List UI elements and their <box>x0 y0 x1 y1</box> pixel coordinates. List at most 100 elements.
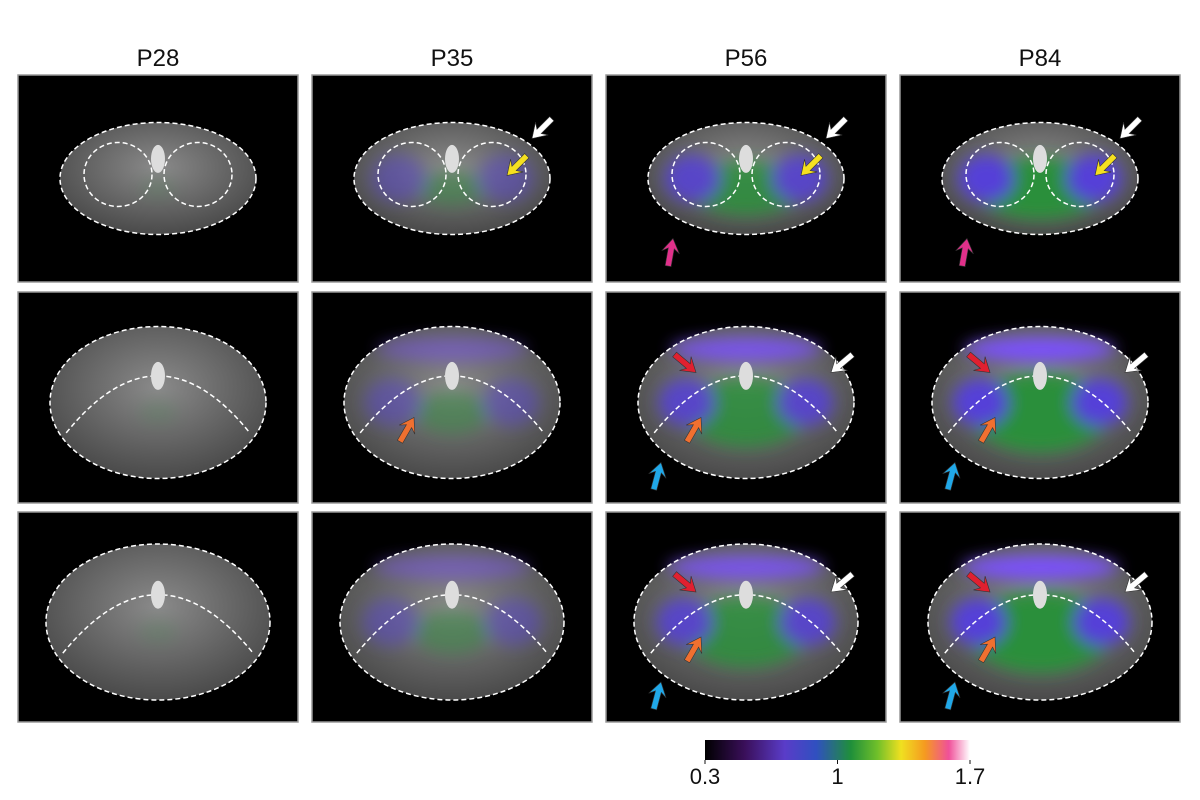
outline <box>941 121 1139 236</box>
arrow <box>825 116 849 139</box>
arrow <box>683 636 703 664</box>
overlay <box>952 337 1128 453</box>
ventricle <box>445 361 459 390</box>
arrow <box>648 681 667 711</box>
overlay-green <box>683 596 809 668</box>
arrow <box>1119 116 1143 139</box>
arrow <box>506 153 530 176</box>
outline <box>65 375 251 434</box>
ventricle <box>1033 144 1047 173</box>
outline <box>931 325 1149 480</box>
overlay-blue <box>370 154 427 203</box>
ventricle <box>1033 361 1047 390</box>
overlay-blue <box>779 598 836 646</box>
overlay-blue <box>777 378 834 427</box>
arrow <box>977 417 997 444</box>
overlay-blue <box>658 378 715 427</box>
overlay-blue <box>362 598 419 646</box>
overlay-green <box>138 620 178 644</box>
outline <box>359 375 545 434</box>
overlay-purple <box>376 337 528 362</box>
ventricle <box>445 580 459 609</box>
outline <box>633 543 859 701</box>
overlay <box>658 337 834 448</box>
arrow <box>672 351 697 373</box>
outline <box>377 141 447 208</box>
outline <box>751 141 821 208</box>
overlay-green <box>685 377 807 448</box>
outline <box>653 375 839 434</box>
overlay-blue <box>950 598 1007 646</box>
outline <box>647 121 845 236</box>
overlay-purple <box>670 337 822 362</box>
arrow <box>683 417 703 444</box>
overlay-purple <box>667 555 825 580</box>
outline <box>947 375 1133 434</box>
arrow <box>830 571 855 593</box>
overlay-green <box>139 401 177 424</box>
column-label: P84 <box>1019 45 1062 72</box>
panels <box>17 74 1181 723</box>
overlay-blue <box>483 378 540 427</box>
ventricle <box>1033 580 1047 609</box>
column-label: P56 <box>725 45 768 72</box>
outline <box>965 141 1035 208</box>
arrow <box>1124 351 1149 373</box>
arrow <box>966 351 991 373</box>
arrow <box>977 636 997 664</box>
outline <box>49 325 267 480</box>
arrow <box>531 116 555 139</box>
arrow <box>830 351 855 373</box>
outline <box>457 141 527 208</box>
arrow <box>800 153 824 176</box>
overlay-blue <box>958 154 1015 203</box>
arrow <box>396 417 416 444</box>
arrow <box>1094 153 1118 176</box>
outline <box>339 543 565 701</box>
colorbar-tick-label: 1 <box>831 764 843 789</box>
outline <box>1045 141 1115 208</box>
overlay <box>139 401 177 424</box>
arrow <box>661 237 680 267</box>
ventricle <box>151 144 165 173</box>
outline <box>671 141 741 208</box>
overlay-green <box>968 590 1112 674</box>
overlay-purple <box>961 555 1119 580</box>
outline <box>637 325 855 480</box>
ventricle <box>151 361 165 390</box>
overlay <box>370 154 534 206</box>
arrow <box>672 571 697 593</box>
overlay-blue <box>485 598 542 646</box>
outline <box>343 325 561 480</box>
brain-slice <box>60 122 256 235</box>
overlay-green <box>415 391 489 434</box>
colorbar-tick-label: 0.3 <box>690 764 721 789</box>
ventricle <box>739 580 753 609</box>
ventricle <box>151 580 165 609</box>
overlay-blue <box>364 378 421 427</box>
ventricle <box>445 144 459 173</box>
overlay <box>139 178 177 199</box>
overlay-blue <box>1071 378 1128 427</box>
outline <box>353 121 551 236</box>
overlay-green <box>417 171 487 206</box>
ventricle <box>739 144 753 173</box>
column-label: P28 <box>137 45 180 72</box>
arrow <box>942 461 961 491</box>
overlay-blue <box>664 154 721 203</box>
column-label: P35 <box>431 45 474 72</box>
overlay-green <box>139 178 177 199</box>
arrow <box>966 571 991 593</box>
colorbar <box>705 740 970 760</box>
overlay-purple <box>373 555 531 580</box>
arrow <box>1124 571 1149 593</box>
arrow <box>955 237 974 267</box>
overlay-blue <box>656 598 713 646</box>
outline <box>59 121 257 236</box>
arrow <box>942 681 961 711</box>
ventricle <box>739 361 753 390</box>
outline <box>163 141 233 208</box>
overlay-purple <box>964 337 1116 362</box>
outline <box>927 543 1153 701</box>
